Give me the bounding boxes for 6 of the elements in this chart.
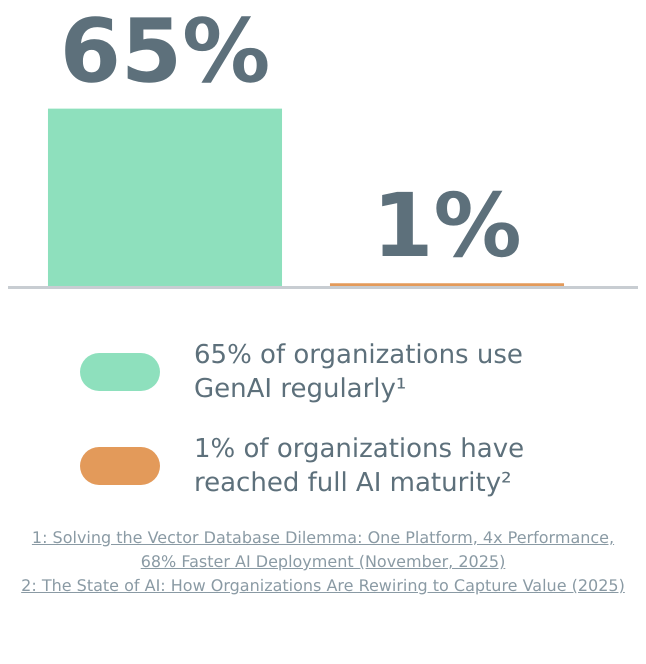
text: 2: The State of AI: How Organizations Are Rewiring to Capture Value (2025): [20, 575, 626, 597]
text: 65% of organizations use GenAI regularly¹: [194, 339, 524, 406]
text: 1% of organizations have reached full AI maturity²: [194, 433, 526, 500]
data-label: 1%: [372, 174, 522, 278]
data-label: 65%: [60, 0, 270, 102]
text: 1: Solving the Vector Database Dilemma: One Platform, 4x Performance, 68% Faster AI Deployment (November, 2025): [30, 527, 616, 573]
